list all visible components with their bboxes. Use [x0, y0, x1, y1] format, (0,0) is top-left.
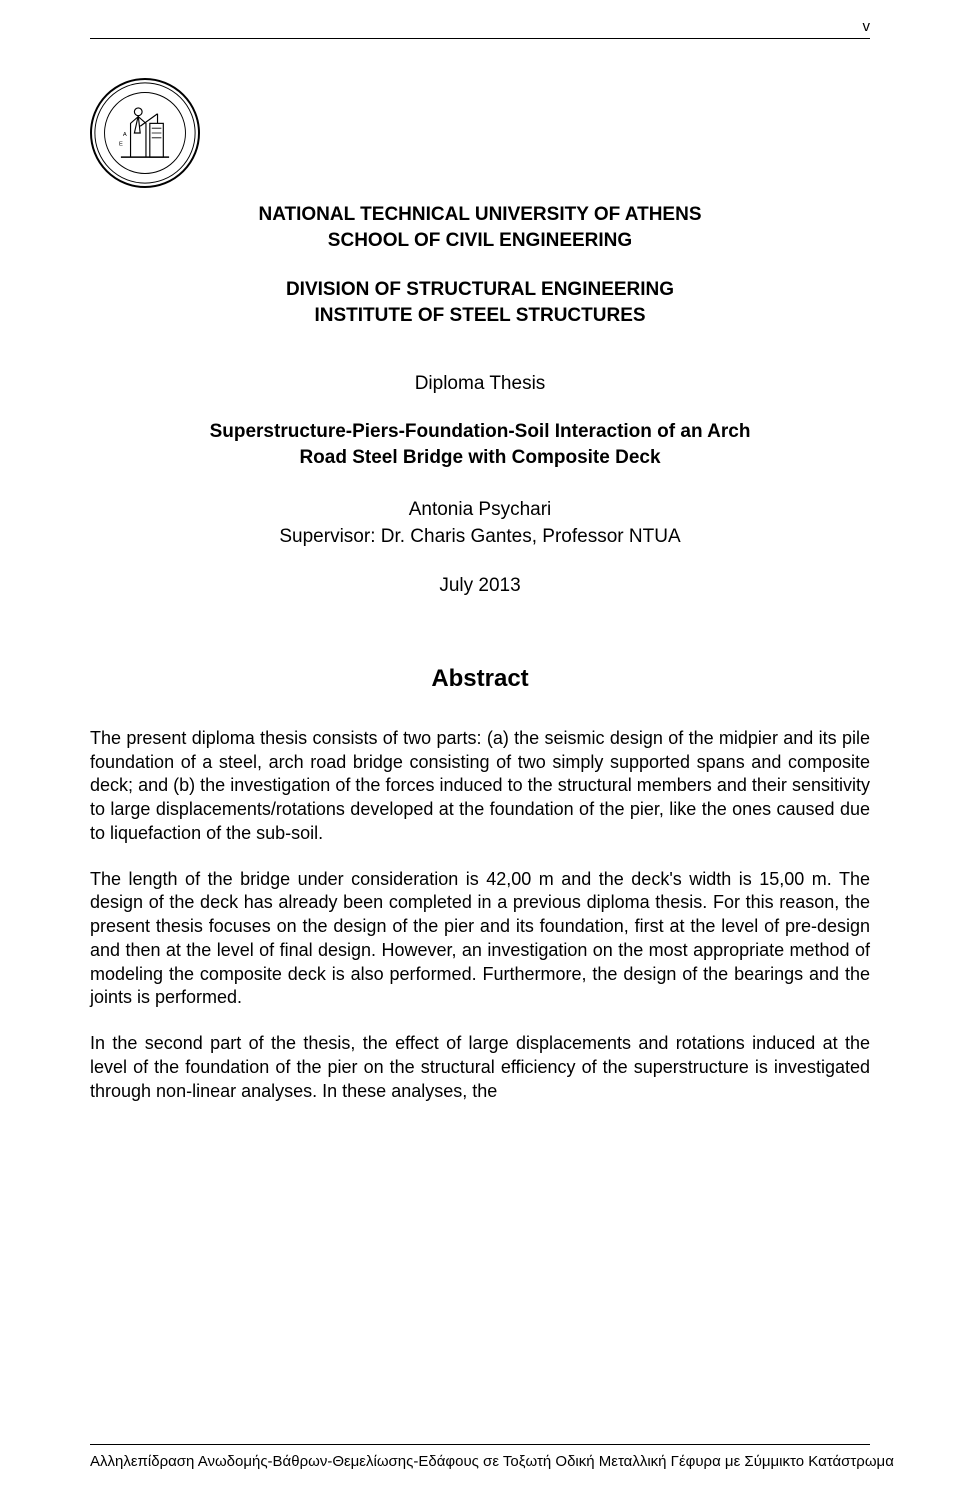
institute-name: INSTITUTE OF STEEL STRUCTURES — [90, 303, 870, 329]
date: July 2013 — [90, 575, 870, 597]
author-block: Antonia Psychari Supervisor: Dr. Charis … — [90, 496, 870, 551]
university-name: NATIONAL TECHNICAL UNIVERSITY OF ATHENS — [90, 202, 870, 228]
abstract-heading: Abstract — [90, 665, 870, 693]
document-type: Diploma Thesis — [90, 373, 870, 395]
division-name: DIVISION OF STRUCTURAL ENGINEERING — [90, 277, 870, 303]
title-line-2: Road Steel Bridge with Composite Deck — [90, 445, 870, 472]
paragraph-2: The length of the bridge under considera… — [90, 868, 870, 1011]
footer: Αλληλεπίδραση Ανωδομής-Βάθρων-Θεμελίωσης… — [90, 1444, 870, 1470]
top-rule — [90, 38, 870, 39]
logo-container: Α Ε — [90, 78, 870, 188]
page: v Α Ε NATIONAL TECHNICAL UNIVERSITY OF A… — [0, 0, 960, 1494]
svg-text:Ε: Ε — [119, 142, 123, 148]
thesis-title: Superstructure-Piers-Foundation-Soil Int… — [90, 419, 870, 472]
footer-text: Αλληλεπίδραση Ανωδομής-Βάθρων-Θεμελίωσης… — [90, 1453, 870, 1470]
university-seal-icon: Α Ε — [90, 78, 200, 188]
title-line-1: Superstructure-Piers-Foundation-Soil Int… — [90, 419, 870, 446]
school-name: SCHOOL OF CIVIL ENGINEERING — [90, 228, 870, 254]
page-number: v — [863, 18, 871, 35]
paragraph-1: The present diploma thesis consists of t… — [90, 727, 870, 846]
division-header: DIVISION OF STRUCTURAL ENGINEERING INSTI… — [90, 277, 870, 328]
abstract-body: The present diploma thesis consists of t… — [90, 727, 870, 1104]
supervisor: Supervisor: Dr. Charis Gantes, Professor… — [90, 523, 870, 551]
footer-rule — [90, 1444, 870, 1445]
institution-header: NATIONAL TECHNICAL UNIVERSITY OF ATHENS … — [90, 202, 870, 253]
svg-text:Α: Α — [123, 132, 127, 138]
paragraph-3: In the second part of the thesis, the ef… — [90, 1032, 870, 1103]
author-name: Antonia Psychari — [90, 496, 870, 524]
